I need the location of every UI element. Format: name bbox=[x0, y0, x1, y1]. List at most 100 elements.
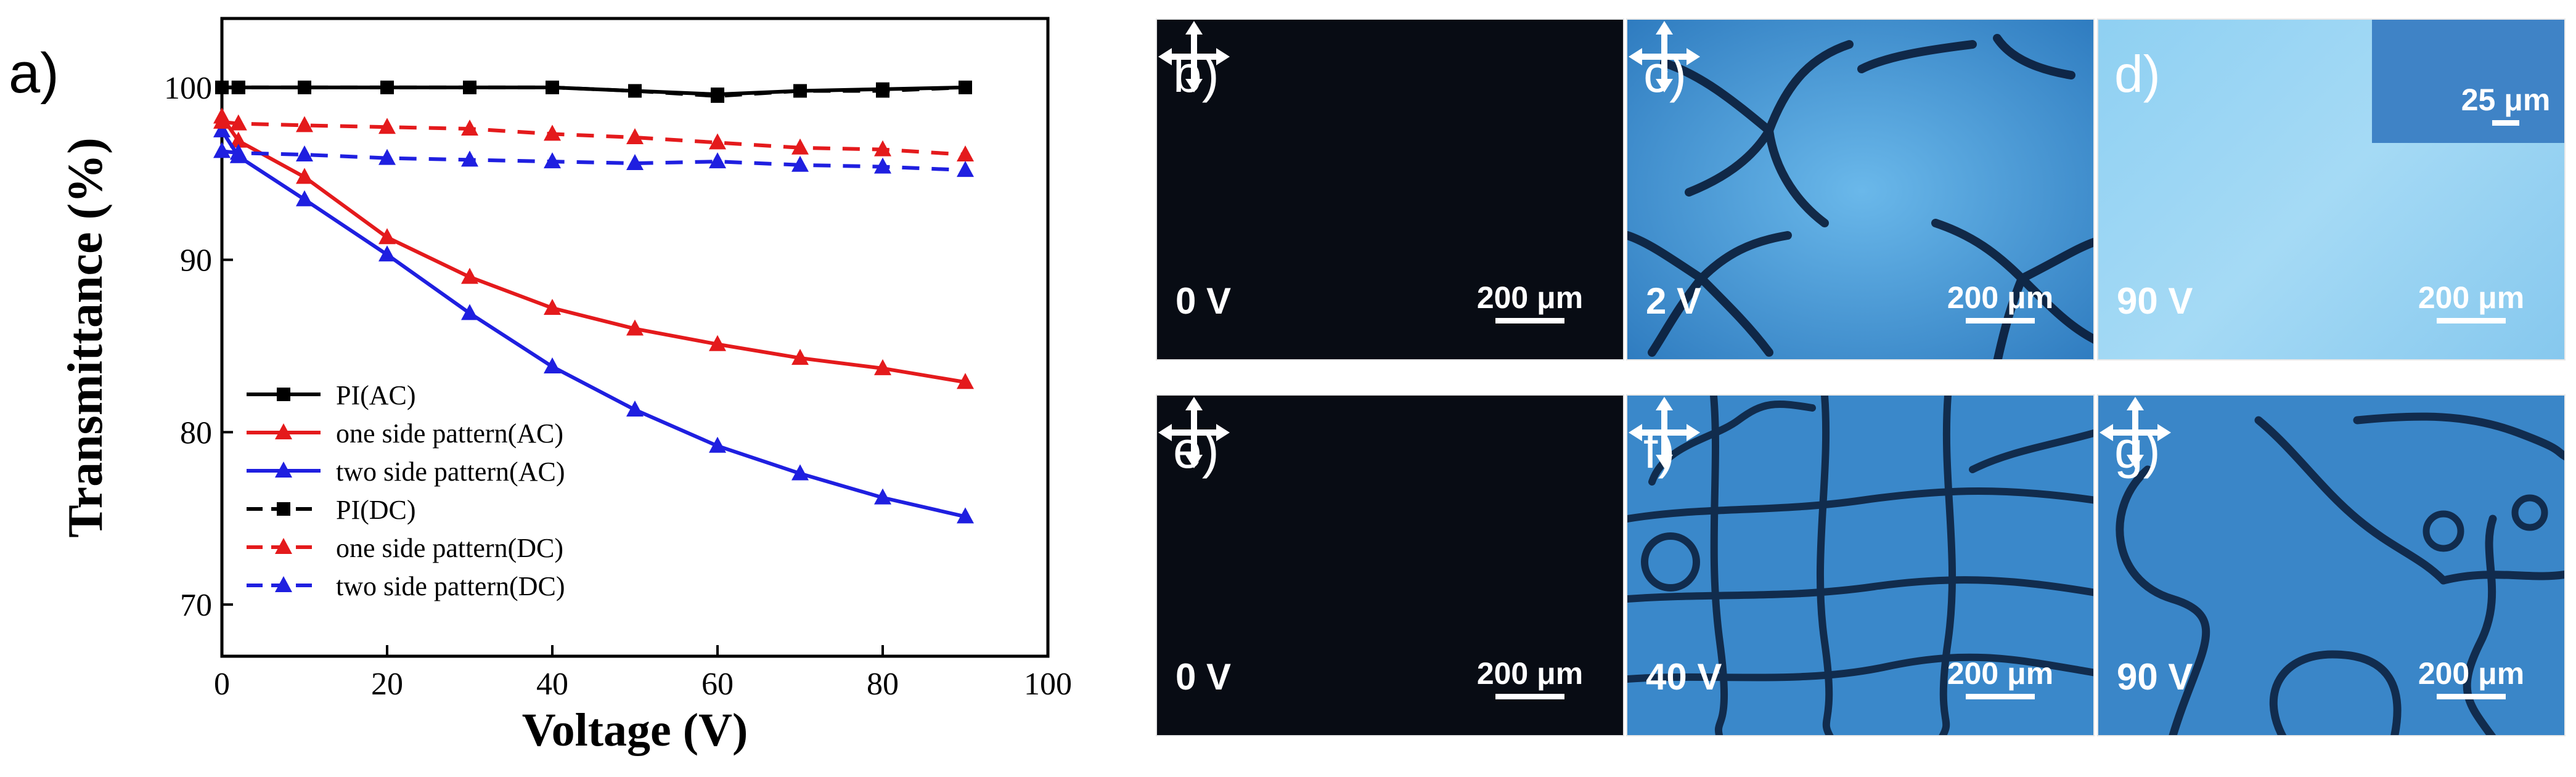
data-point bbox=[628, 84, 642, 98]
data-point bbox=[709, 335, 726, 351]
series-two side pattern(DC) bbox=[213, 142, 974, 177]
series-line bbox=[221, 149, 966, 173]
micrograph-b: b) 0 V 200 μm bbox=[1156, 18, 1624, 360]
transmittance-chart: a) 0 20 40 60 80 100 70 80 90 100 PI(AC) one side … bbox=[9, 17, 1072, 756]
scale-bar-e: 200 μm bbox=[1471, 656, 1589, 699]
y-tick-label: 90 bbox=[180, 243, 212, 279]
y-tick-label: 80 bbox=[180, 415, 212, 450]
legend-marker bbox=[275, 423, 292, 439]
x-tick-label: 100 bbox=[1024, 667, 1072, 702]
data-point bbox=[213, 121, 231, 137]
legend: PI(AC) one side pattern(AC) two side patte… bbox=[247, 380, 565, 601]
data-point bbox=[544, 357, 561, 374]
data-point bbox=[874, 157, 891, 174]
inset-scale-bar-d: 25 μm bbox=[2459, 82, 2552, 126]
micrograph-c: c) 2 V 200 μm bbox=[1626, 18, 2095, 360]
data-point bbox=[296, 145, 313, 161]
data-point bbox=[461, 304, 478, 320]
data-point bbox=[544, 298, 561, 315]
legend-marker bbox=[277, 502, 290, 516]
data-point bbox=[626, 319, 644, 336]
scale-bar-f: 200 μm bbox=[1942, 656, 2059, 699]
data-point bbox=[957, 373, 974, 389]
x-tick-label: 80 bbox=[867, 667, 899, 702]
data-point bbox=[461, 150, 478, 167]
legend-marker bbox=[277, 388, 290, 401]
micrograph-d: 25 μm d) 90 V 200 μm bbox=[2097, 18, 2566, 360]
series-one side pattern(DC) bbox=[213, 112, 974, 161]
scale-bar-d: 200 μm bbox=[2413, 280, 2530, 323]
plot-frame bbox=[220, 17, 1050, 658]
data-point bbox=[215, 80, 229, 94]
legend-label: two side pattern(AC) bbox=[336, 457, 565, 487]
scale-text-c: 200 μm bbox=[1947, 280, 2054, 315]
series-two side pattern(AC) bbox=[213, 121, 974, 524]
data-point bbox=[874, 488, 891, 505]
voltage-label-e: 0 V bbox=[1176, 656, 1232, 698]
data-point bbox=[213, 112, 231, 129]
scale-bar-g: 200 μm bbox=[2413, 656, 2530, 699]
data-point bbox=[231, 80, 245, 94]
data-point bbox=[626, 153, 644, 170]
data-point bbox=[378, 148, 396, 165]
y-tick-label: 70 bbox=[180, 588, 212, 623]
data-point bbox=[229, 114, 247, 131]
micrograph-g: g) 90 V 200 μm bbox=[2097, 394, 2566, 736]
scale-text-b: 200 μm bbox=[1476, 280, 1584, 315]
x-tick-label: 40 bbox=[536, 667, 568, 702]
legend-label: one side pattern(DC) bbox=[336, 533, 563, 563]
data-point bbox=[544, 124, 561, 141]
data-point bbox=[229, 144, 247, 160]
data-point bbox=[711, 89, 724, 103]
panel-label-d: d) bbox=[2114, 45, 2161, 103]
x-tick-label: 0 bbox=[214, 667, 230, 702]
data-point bbox=[957, 161, 974, 177]
data-point bbox=[791, 464, 809, 481]
x-tick-label: 20 bbox=[371, 667, 403, 702]
series-line bbox=[220, 115, 966, 384]
data-point bbox=[213, 142, 231, 158]
data-point bbox=[959, 80, 972, 94]
inset-scale-text-d: 25 μm bbox=[2461, 83, 2551, 117]
data-point bbox=[626, 400, 644, 417]
data-point bbox=[957, 507, 974, 524]
data-point bbox=[876, 84, 889, 98]
data-point bbox=[874, 140, 891, 157]
data-point bbox=[957, 145, 974, 161]
data-point bbox=[461, 267, 478, 284]
crossed-polarizer-arrows-icon bbox=[1629, 21, 1700, 92]
voltage-label-c: 2 V bbox=[1646, 280, 1702, 322]
data-point bbox=[378, 245, 396, 262]
data-point bbox=[874, 359, 891, 375]
data-point bbox=[296, 116, 313, 132]
crossed-polarizer-arrows-icon bbox=[1158, 397, 1230, 468]
voltage-label-b: 0 V bbox=[1176, 280, 1232, 322]
series-one side pattern(AC) bbox=[213, 107, 974, 389]
crossed-polarizer-arrows-icon bbox=[2100, 397, 2171, 468]
data-point bbox=[380, 80, 394, 94]
voltage-label-d: 90 V bbox=[2117, 280, 2193, 322]
data-point bbox=[461, 120, 478, 136]
data-point bbox=[378, 118, 396, 134]
scale-bar-b: 200 μm bbox=[1471, 280, 1589, 323]
scale-bar-c: 200 μm bbox=[1942, 280, 2059, 323]
series-line bbox=[221, 120, 966, 157]
data-point bbox=[791, 155, 809, 172]
data-point bbox=[791, 138, 809, 155]
legend-label: one side pattern(AC) bbox=[336, 418, 563, 449]
data-point bbox=[791, 349, 809, 365]
micrograph-e: e) 0 V 200 μm bbox=[1156, 394, 1624, 736]
panel-label-a: a) bbox=[9, 42, 59, 105]
legend-marker bbox=[275, 576, 292, 592]
data-point bbox=[709, 152, 726, 169]
series-line bbox=[220, 129, 966, 519]
data-point bbox=[296, 190, 313, 206]
data-point bbox=[229, 131, 247, 148]
data-point bbox=[793, 84, 807, 98]
scale-text-f: 200 μm bbox=[1947, 656, 2054, 691]
data-point bbox=[546, 80, 559, 94]
data-point bbox=[298, 80, 311, 94]
inset-d: 25 μm bbox=[2372, 20, 2564, 143]
data-point bbox=[709, 133, 726, 150]
data-point bbox=[296, 168, 313, 184]
